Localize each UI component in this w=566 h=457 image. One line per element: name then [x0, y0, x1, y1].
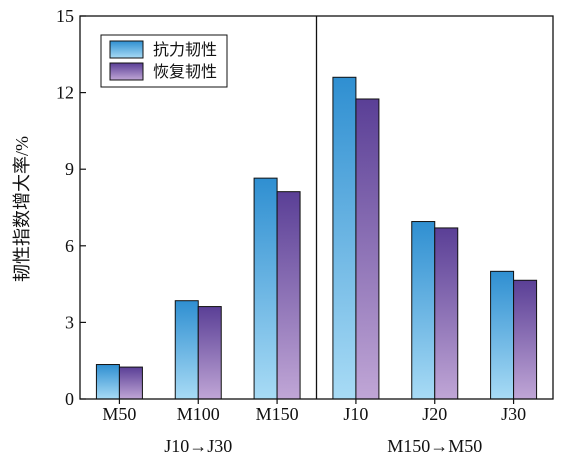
y-tick-label: 6 [65, 236, 74, 256]
bar-series2-J30 [513, 279, 538, 400]
x-tick-label: J30 [501, 404, 526, 424]
bar-series1-M50 [95, 364, 120, 400]
y-tick-label: 9 [65, 159, 74, 179]
y-tick-label: 12 [56, 83, 74, 103]
bar-series2-J10 [355, 98, 380, 400]
legend-swatch-1 [109, 40, 144, 59]
bar-series2-J20 [434, 227, 459, 400]
bar-series1-J10 [332, 76, 357, 400]
bar-series2-M150 [276, 191, 301, 400]
legend-swatch-2 [109, 62, 144, 81]
bar-series1-M150 [253, 177, 278, 400]
bar-series2-M50 [118, 366, 143, 400]
x-tick-label: J10 [343, 404, 368, 424]
y-tick-label: 3 [65, 312, 74, 332]
legend-label-2: 恢复韧性 [153, 63, 217, 81]
legend-label-1: 抗力韧性 [153, 41, 217, 59]
bar-series1-J30 [490, 270, 515, 400]
y-tick-label: 15 [56, 6, 74, 26]
x-tick-label: M150 [256, 404, 299, 424]
bar-series1-J20 [411, 221, 436, 400]
x-tick-label: J20 [422, 404, 447, 424]
x-tick-label: M50 [102, 404, 136, 424]
y-tick-label: 0 [65, 389, 74, 409]
group-label: M150→M50 [387, 436, 482, 456]
y-axis-title: 韧性指数增大率/% [12, 136, 32, 282]
bar-series2-M100 [197, 306, 222, 400]
bar-series1-M100 [174, 300, 199, 400]
group-label: J10→J30 [164, 436, 232, 456]
x-tick-label: M100 [177, 404, 220, 424]
